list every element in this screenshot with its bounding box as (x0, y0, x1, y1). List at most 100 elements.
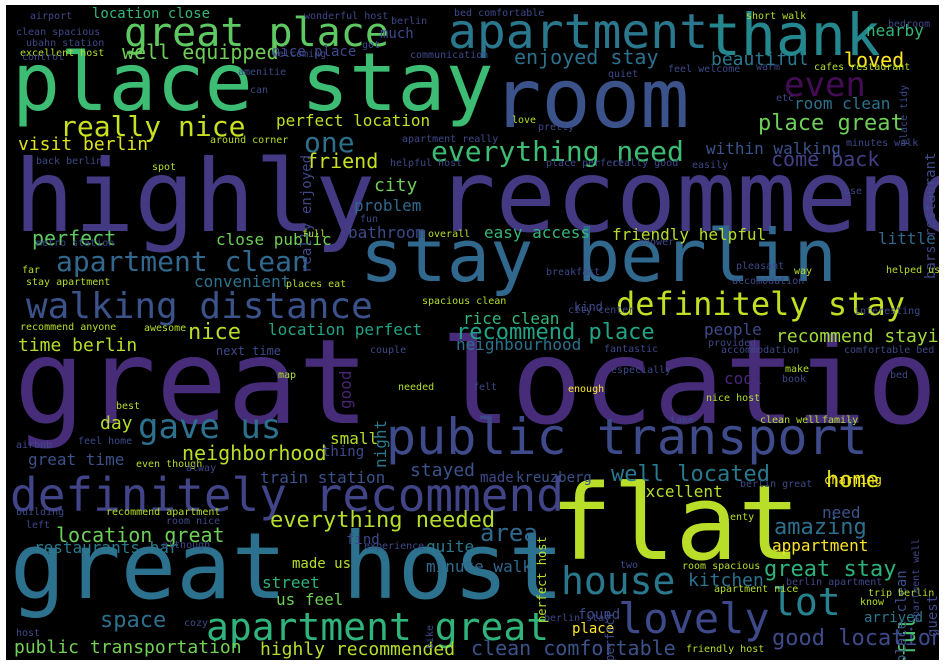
cloud-word: find (346, 532, 380, 548)
cloud-word: appartment (772, 536, 869, 555)
cloud-word: visit berlin (18, 134, 149, 155)
cloud-word: day (100, 413, 133, 434)
cloud-word: needed (398, 382, 435, 393)
cloud-word: nice place (272, 44, 357, 60)
cloud-word: walking distance (26, 286, 373, 327)
cloud-word: spot (152, 162, 177, 173)
cloud-word: spacious clean (422, 296, 507, 307)
cloud-word: family (822, 415, 859, 426)
cloud-word: control (22, 52, 65, 63)
cloud-word: highly recommend (14, 138, 939, 255)
cloud-word: next time (216, 344, 282, 358)
cloud-word: helped us (886, 265, 939, 276)
cloud-word: love (512, 115, 537, 126)
cloud-word: made (480, 470, 514, 486)
cloud-word: fun (360, 214, 379, 225)
cloud-word: excellent host (20, 48, 105, 59)
cloud-word: stay apartment (26, 277, 111, 288)
cloud-word: convenient (194, 272, 291, 291)
cloud-word: easily (692, 160, 729, 171)
cloud-word: kind (574, 300, 603, 314)
cloud-word: overall (428, 229, 471, 240)
cloud-word: welcoming (272, 49, 327, 60)
cloud-word: comfortable bed (844, 345, 935, 356)
cloud-word: best (116, 401, 141, 412)
cloud-word: bars restaurant (923, 152, 939, 279)
cloud-word: great location (14, 313, 939, 451)
cloud-word: berlin (391, 16, 428, 27)
cloud-word: friend (306, 149, 379, 173)
cloud-word: experience (364, 541, 425, 552)
cloud-word: street (262, 573, 320, 592)
cloud-word: quiet (608, 69, 639, 80)
cloud-word: berlin stay (544, 613, 611, 624)
cloud-word: use (844, 186, 863, 197)
cloud-word: place tidy (899, 84, 910, 145)
cloud-word: room nice (166, 516, 221, 527)
cloud-word: great time (28, 450, 125, 469)
cloud-word: bed (890, 370, 909, 381)
cloud-word: city center (568, 305, 635, 316)
cloud-word: airbnb (16, 440, 53, 451)
cloud-word: amenitie (238, 67, 287, 78)
cloud-word: fantastic (604, 344, 659, 355)
cloud-word: interesting (854, 306, 921, 317)
cloud-word: cafes restaurant (814, 62, 911, 73)
cloud-word: around corner (210, 135, 289, 146)
cloud-word: accomodation (732, 276, 805, 287)
cloud-word: need (822, 503, 861, 522)
cloud-word: felt (473, 382, 498, 393)
cloud-word: stayed (410, 460, 476, 481)
cloud-word: house (561, 559, 676, 603)
cloud-word: etc (776, 93, 795, 104)
cloud-word: friendly helpful (612, 225, 767, 244)
cloud-word: neighborhood (182, 441, 327, 465)
cloud-word: excellent (636, 482, 723, 501)
cloud-word: good (336, 370, 355, 409)
cloud-word: ubahn station (26, 38, 105, 49)
cloud-word: highly recommended (260, 639, 456, 660)
cloud-word: friendly host (686, 644, 765, 655)
cloud-word: night (371, 419, 390, 468)
cloud-word: arrived (864, 610, 924, 626)
cloud-word: recommend anyone (20, 322, 117, 333)
cloud-word: kitchen (688, 570, 764, 591)
cloud-word: take (670, 415, 695, 426)
cloud-word: room (492, 52, 690, 147)
cloud-word: back berlin (36, 156, 103, 167)
cloud-word: map (278, 370, 297, 381)
cloud-word: clean well (760, 415, 821, 426)
cloud-word: place great (758, 111, 904, 136)
cloud-word: full (302, 229, 327, 240)
cloud-word: come back (771, 147, 880, 171)
cloud-word: well located (611, 462, 770, 487)
cloud-word: host (16, 628, 41, 639)
cloud-word: room clean (794, 94, 891, 113)
cloud-word: nearby (866, 21, 924, 40)
cloud-word: thing (322, 444, 365, 460)
cloud-word: pretty (538, 122, 575, 133)
cloud-word: area (480, 519, 538, 547)
cloud-word: bedroom (888, 19, 931, 30)
cloud-word: berlin great (740, 479, 813, 490)
cloud-word: restaurants bar (34, 538, 179, 557)
cloud-word: even though (136, 459, 203, 470)
cloud-word: communication (410, 50, 489, 61)
cloud-word: book (782, 374, 807, 385)
cloud-word: berlin apartment (786, 577, 883, 588)
cloud-word: apartment well (911, 538, 922, 623)
cloud-word: little (878, 229, 936, 248)
cloud-word: location great (56, 523, 225, 547)
cloud-word: flat (550, 462, 801, 584)
cloud-word: recommend place (456, 320, 655, 345)
cloud-word: two (620, 560, 639, 571)
cloud-word: train station (260, 468, 386, 487)
cloud-word: really nice (60, 110, 246, 143)
cloud-word: city (374, 175, 418, 196)
cloud-word: rice clean (463, 309, 560, 328)
cloud-word: beautiful (711, 49, 809, 70)
cloud-word: neighbourhood (456, 335, 582, 354)
cloud-word: left (26, 520, 51, 531)
cloud-word: feel home (78, 436, 133, 447)
